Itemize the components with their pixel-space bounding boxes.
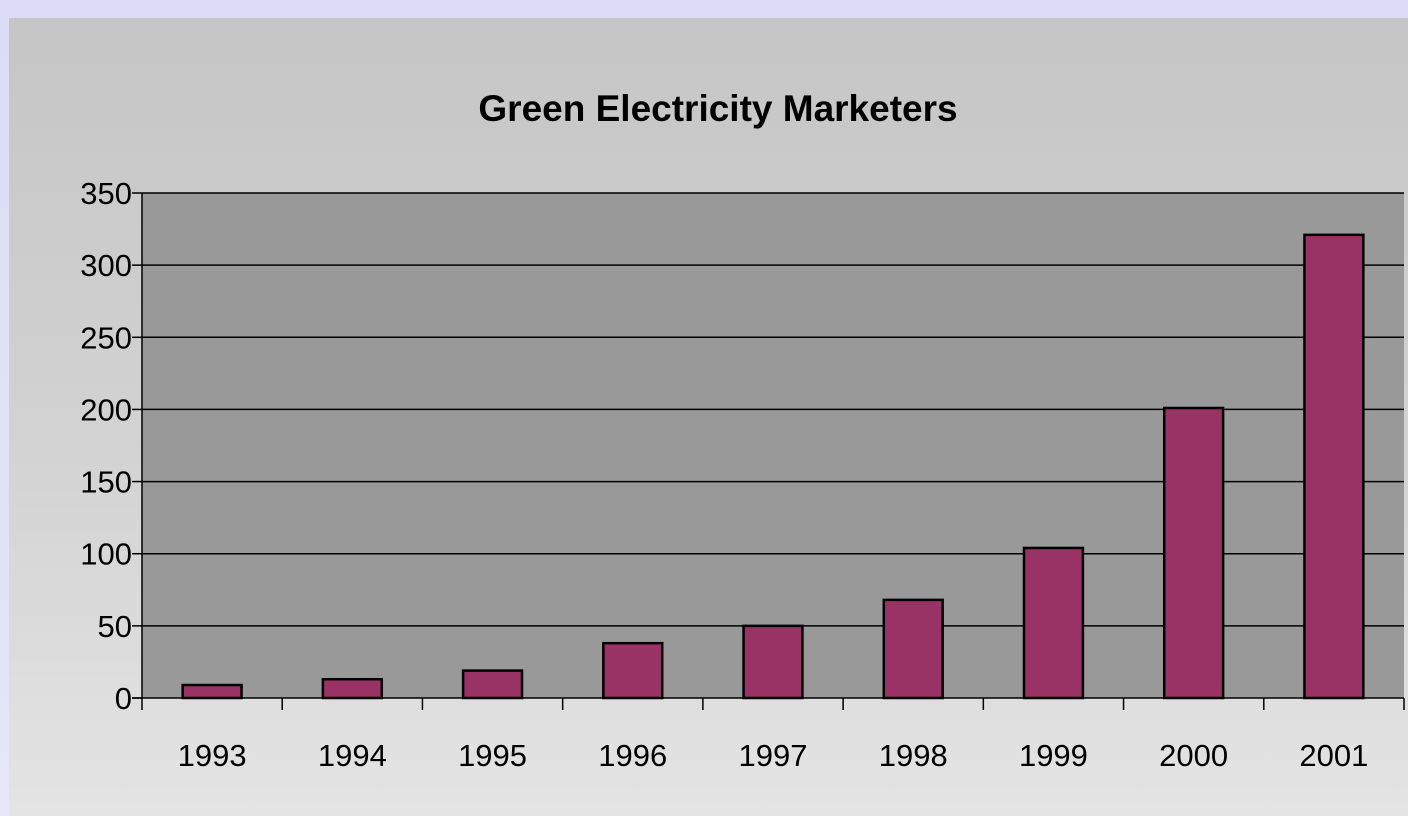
axes [132, 192, 1405, 710]
bar-1999 [1022, 546, 1085, 700]
y-tick-labels: 0 50 100 150 200 250 300 350 [80, 176, 132, 716]
y-tick-label: 200 [80, 392, 132, 427]
y-tick-label: 250 [80, 320, 132, 355]
y-tick-label: 50 [98, 609, 132, 644]
bar-1996 [602, 641, 664, 700]
y-tick-label: 100 [80, 537, 132, 572]
x-tick-label-2000: 2000 [1159, 738, 1228, 773]
bars [181, 233, 1365, 700]
x-tick-labels: 1993 1994 1995 1996 1997 1998 1999 2000 2001 [178, 738, 1369, 773]
x-tick-label-2001: 2001 [1299, 738, 1368, 773]
y-tick-label: 0 [115, 681, 132, 716]
bar-1998 [882, 598, 944, 700]
bar-1993 [181, 683, 243, 700]
x-tick-label-1994: 1994 [318, 738, 387, 773]
y-tick-label: 350 [80, 176, 132, 211]
x-tick-label-1995: 1995 [458, 738, 527, 773]
x-tick-label-1996: 1996 [598, 738, 667, 773]
bar-1995 [461, 669, 524, 700]
y-tick-label: 150 [80, 465, 132, 500]
bar-2000 [1162, 406, 1225, 700]
x-tick-label-1993: 1993 [178, 738, 247, 773]
y-tick-label: 300 [80, 248, 132, 283]
x-tick-label-1999: 1999 [1019, 738, 1088, 773]
bar-1997 [742, 624, 804, 700]
x-tick-label-1998: 1998 [879, 738, 948, 773]
bar-1994 [321, 677, 384, 700]
bar-2001 [1303, 233, 1365, 700]
chart-title: Green Electricity Marketers [478, 88, 957, 129]
x-tick-label-1997: 1997 [739, 738, 808, 773]
